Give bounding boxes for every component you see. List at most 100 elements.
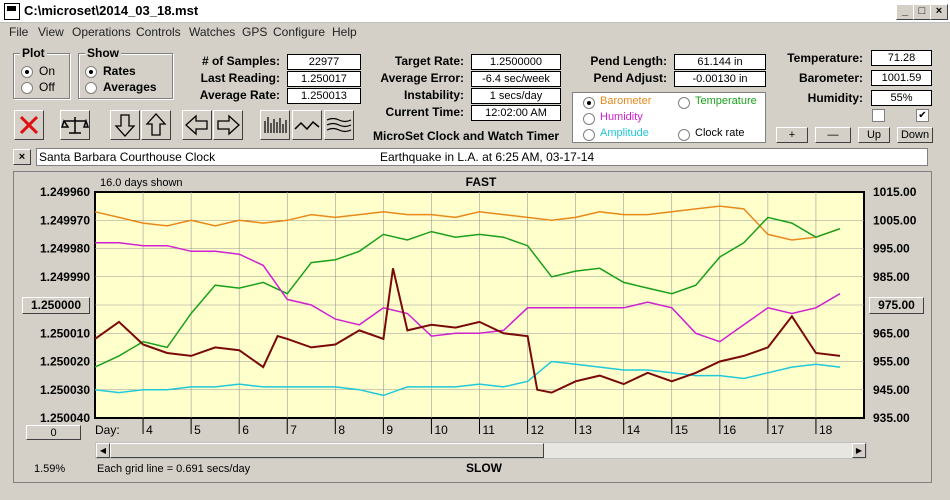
horizontal-scrollbar[interactable]: ◀ ▶ <box>95 442 867 459</box>
overlay-temperature-radio[interactable] <box>678 97 690 109</box>
last-reading-value: 1.250017 <box>287 71 361 87</box>
menu-file[interactable]: File <box>9 25 29 39</box>
wave-view-button[interactable] <box>292 110 322 140</box>
x-tick-label: 8 <box>338 423 345 437</box>
multiwave-view-button[interactable] <box>324 110 354 140</box>
arrow-down-icon <box>114 114 136 137</box>
info-bar: Santa Barbara Courthouse Clock Earthquak… <box>36 148 928 166</box>
pend-adjust-value: -0.00130 in <box>674 71 766 87</box>
x-tick-label: 10 <box>434 423 448 437</box>
scroll-thumb[interactable] <box>110 443 544 458</box>
series-line-clock-rate <box>94 268 841 394</box>
y-left-tick-label: 1.250010 <box>40 326 90 340</box>
percent-label: 1.59% <box>34 463 65 475</box>
overlay-barometer-radio[interactable] <box>583 97 595 109</box>
slow-label: SLOW <box>466 461 503 475</box>
arrow-up-icon <box>145 113 167 136</box>
close-info-button[interactable]: × <box>13 149 31 165</box>
average-rate-value: 1.250013 <box>287 88 361 104</box>
close-window-button[interactable]: × <box>930 4 948 20</box>
up-button[interactable] <box>141 110 171 140</box>
clear-button[interactable] <box>14 110 44 140</box>
menu-operations[interactable]: Operations <box>72 25 131 39</box>
y-left-tick-label: 1.250040 <box>40 411 90 425</box>
checkbox-2[interactable]: ✔ <box>916 109 929 122</box>
zero-button[interactable]: 0 <box>26 425 81 440</box>
env-up-button[interactable]: Up <box>858 127 890 143</box>
y-left-tick-label: 1.249980 <box>40 242 90 256</box>
x-tick-label: 14 <box>627 423 641 437</box>
average-error-value: -6.4 sec/week <box>471 71 561 87</box>
scroll-left-button[interactable]: ◀ <box>96 443 110 458</box>
show-rates-label: Rates <box>103 64 136 78</box>
y-left-tick-label: 1.249960 <box>40 185 90 199</box>
average-rate-label: Average Rate: <box>199 88 280 102</box>
y-right-tick-label: 935.00 <box>873 411 910 425</box>
wave-icon <box>294 120 320 131</box>
humidity-value: 55% <box>871 90 932 106</box>
arrow-right-icon <box>217 114 240 136</box>
instability-value: 1 secs/day <box>471 88 561 104</box>
instability-label: Instability: <box>403 88 464 102</box>
show-averages-radio[interactable] <box>85 82 97 94</box>
event-note: Earthquake in L.A. at 6:25 AM, 03-17-14 <box>380 150 595 164</box>
bars-icon <box>264 117 287 133</box>
x-tick-label: 6 <box>242 423 249 437</box>
plot-off-radio[interactable] <box>21 82 33 94</box>
center-rate-button[interactable]: 1.250000 <box>22 297 90 314</box>
window-title: C:\microset\2014_03_18.mst <box>24 3 199 18</box>
balance-button[interactable] <box>60 110 90 140</box>
series-line-temperature <box>94 216 841 368</box>
left-button[interactable] <box>182 110 212 140</box>
env-plus-button[interactable]: + <box>776 127 808 143</box>
center-env-button[interactable]: 975.00 <box>869 297 924 314</box>
overlay-humidity-radio[interactable] <box>583 113 595 125</box>
pend-length-label: Pend Length: <box>590 54 667 68</box>
red-x-icon <box>19 115 39 135</box>
x-tick-label: 11 <box>483 423 496 437</box>
y-left-tick-label: 1.249970 <box>40 213 90 227</box>
env-minus-button[interactable]: — <box>815 127 851 143</box>
y-left-tick-label: 1.250020 <box>40 355 90 369</box>
pend-length-value: 61.144 in <box>674 54 766 70</box>
x-tick-label: 4 <box>146 423 153 437</box>
show-group-title: Show <box>85 46 121 60</box>
plot-on-radio[interactable] <box>21 66 33 78</box>
menu-view[interactable]: View <box>38 25 64 39</box>
humidity-label: Humidity: <box>807 91 863 105</box>
x-tick-label: 9 <box>386 423 393 437</box>
show-rates-radio[interactable] <box>85 66 97 78</box>
overlay-barometer-label: Barometer <box>600 95 652 107</box>
down-button[interactable] <box>110 110 140 140</box>
samples-label: # of Samples: <box>201 54 280 68</box>
days-shown-label: 16.0 days shown <box>100 177 183 189</box>
x-tick-label: 15 <box>675 423 689 437</box>
x-tick-label: 12 <box>531 423 545 437</box>
samples-value: 22977 <box>287 54 361 70</box>
env-down-button[interactable]: Down <box>897 127 933 143</box>
menu-controls[interactable]: Controls <box>136 25 181 39</box>
temperature-label: Temperature: <box>787 51 863 65</box>
target-rate-value: 1.2500000 <box>471 54 561 70</box>
overlay-clock-rate-radio[interactable] <box>678 129 690 141</box>
bars-view-button[interactable] <box>260 110 290 140</box>
scroll-right-button[interactable]: ▶ <box>852 443 866 458</box>
series-line-barometer <box>94 205 841 241</box>
y-right-tick-label: 965.00 <box>873 326 910 340</box>
checkbox-1[interactable] <box>872 109 885 122</box>
y-right-tick-label: 1005.00 <box>873 213 917 227</box>
target-rate-label: Target Rate: <box>394 54 464 68</box>
x-axis-label: Day: <box>95 423 120 437</box>
series-line-amplitude <box>94 360 841 397</box>
menu-help[interactable]: Help <box>332 25 357 39</box>
barometer-value: 1001.59 <box>871 70 932 86</box>
right-button[interactable] <box>213 110 243 140</box>
plot-on-label: On <box>39 64 56 78</box>
menu-watches[interactable]: Watches <box>189 25 236 39</box>
menu-gps[interactable]: GPS <box>242 25 268 39</box>
x-tick-label: 16 <box>723 423 737 437</box>
overlay-amplitude-radio[interactable] <box>583 129 595 141</box>
menu-configure[interactable]: Configure <box>273 25 326 39</box>
series-line-humidity <box>95 242 841 343</box>
